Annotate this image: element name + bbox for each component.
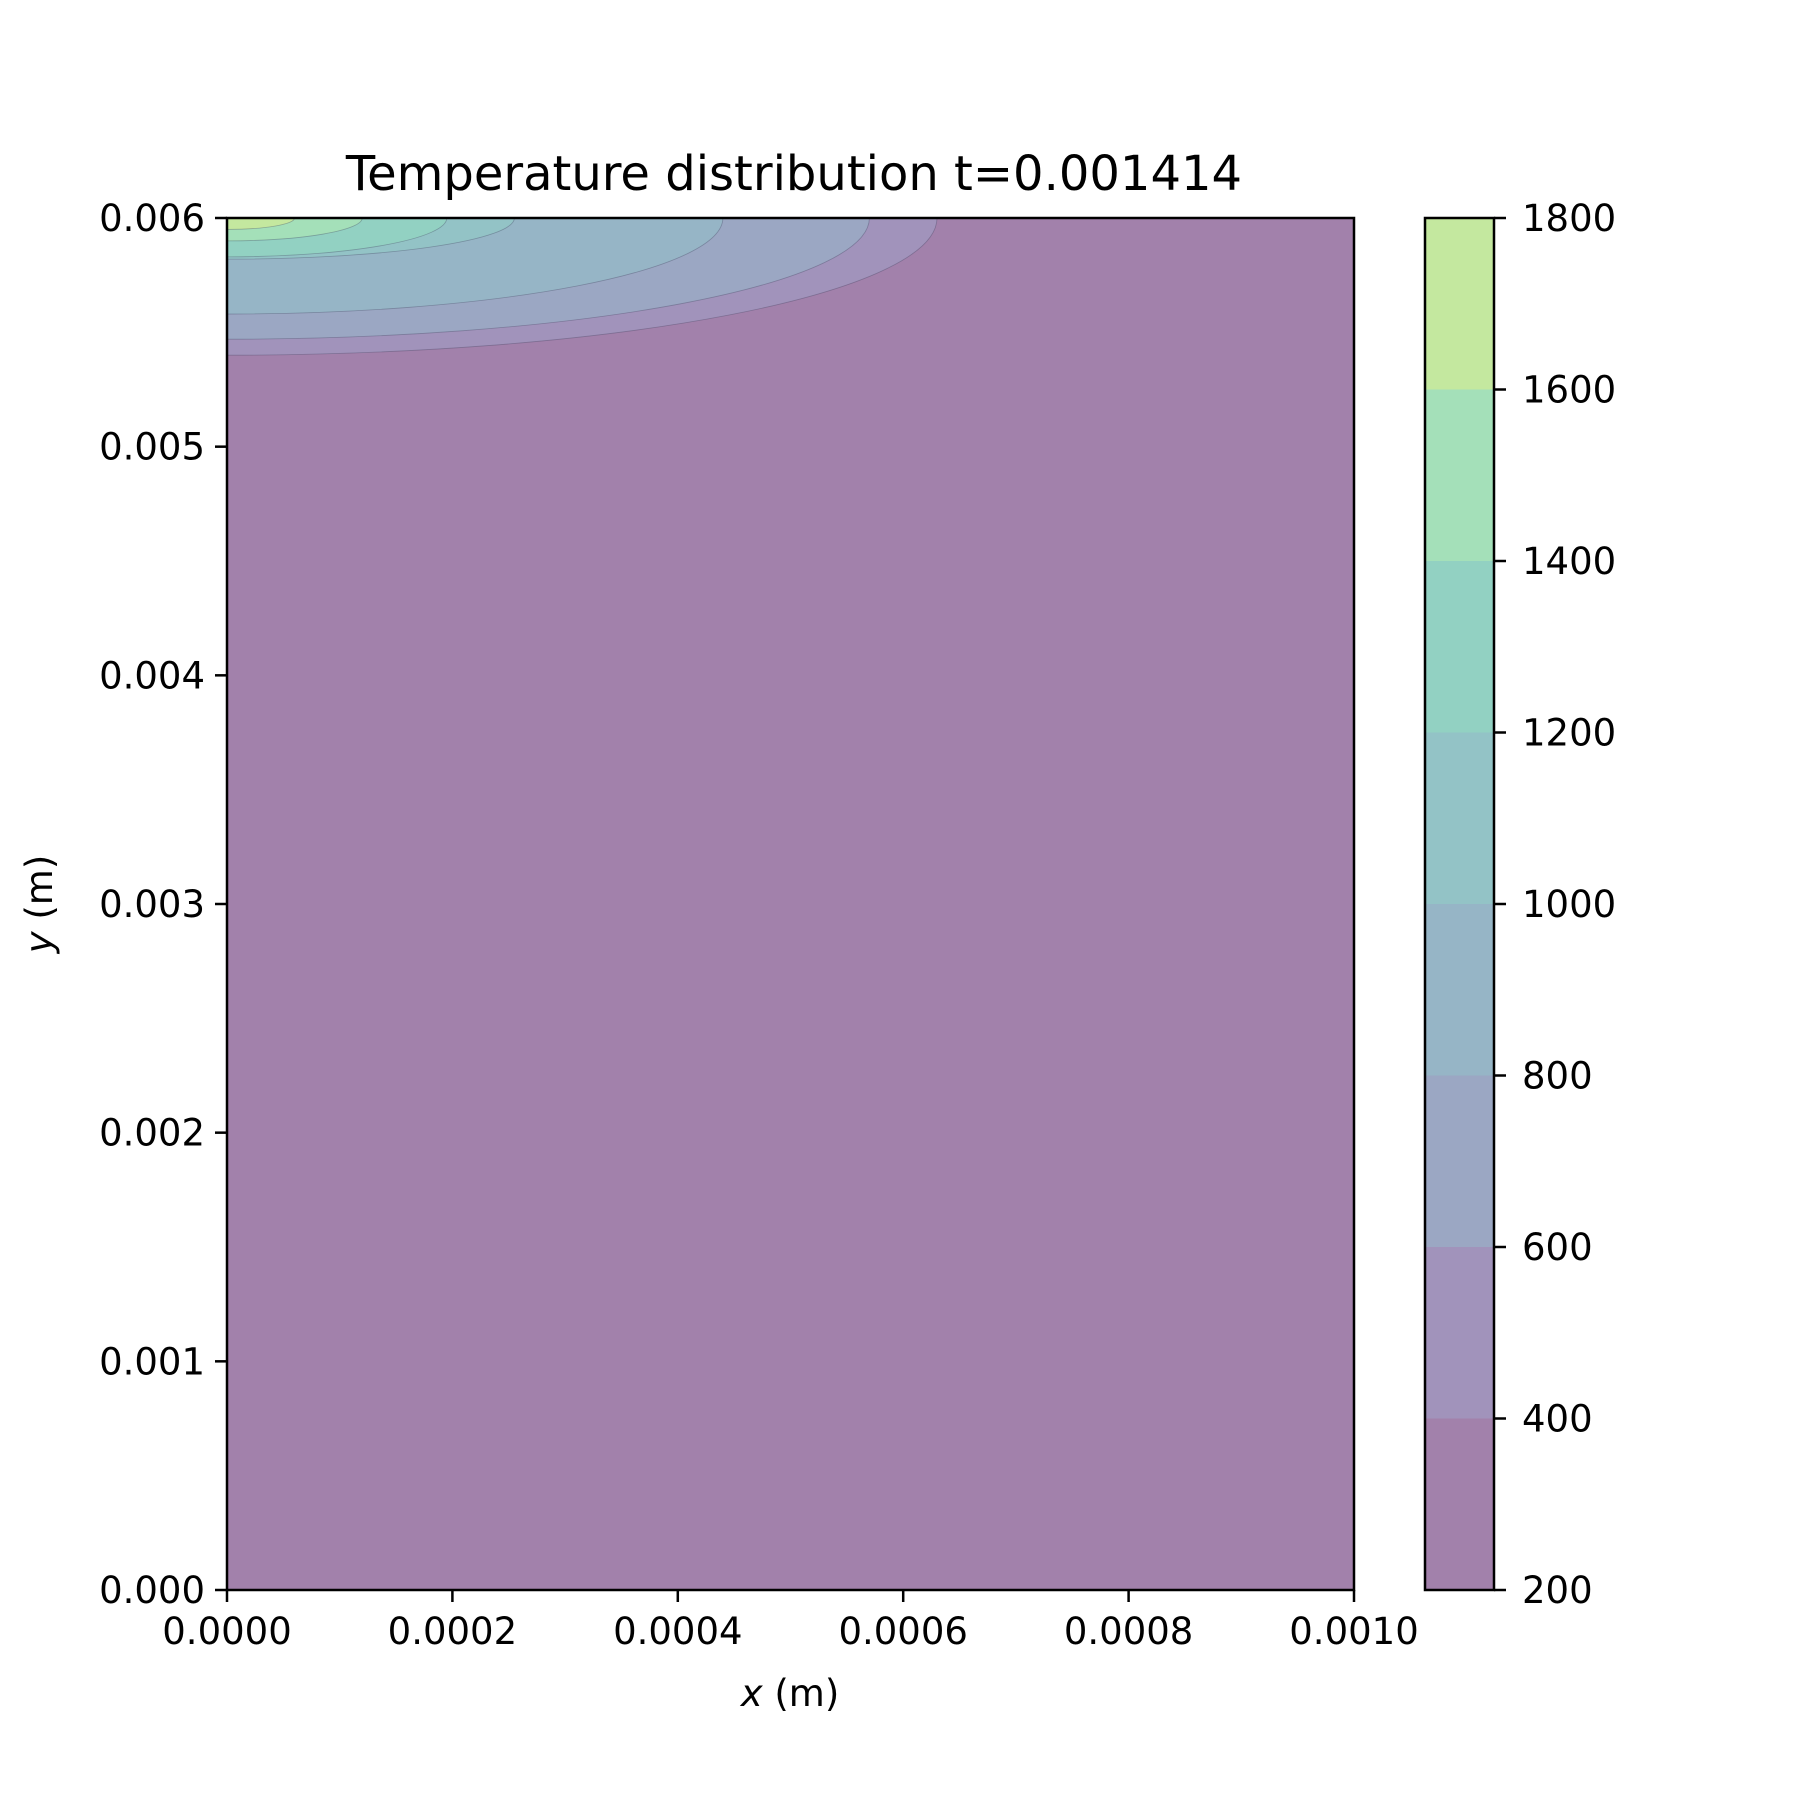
- colorbar-segment: [1425, 1075, 1494, 1247]
- colorbar-tick-label: 800: [1522, 1055, 1593, 1098]
- colorbar-tick-label: 1600: [1522, 369, 1616, 412]
- chart-title: Temperature distribution t=0.001414: [345, 146, 1242, 202]
- y-tick-label: 0.001: [99, 1340, 205, 1383]
- colorbar-segment: [1425, 904, 1494, 1076]
- colorbar-tick-label: 200: [1522, 1569, 1593, 1612]
- colorbar-tick-label: 400: [1522, 1398, 1593, 1441]
- contour-fills: [226, 217, 938, 356]
- colorbar-segment: [1425, 389, 1494, 561]
- x-axis-label-var: x: [740, 1672, 764, 1715]
- x-tick-label: 0.0004: [613, 1610, 742, 1653]
- colorbar-tick-label: 1000: [1522, 883, 1616, 926]
- x-tick-label: 0.0010: [1289, 1610, 1418, 1653]
- x-axis-label-unit: (m): [763, 1672, 840, 1715]
- x-tick-label: 0.0000: [162, 1610, 291, 1653]
- plot-background: [227, 218, 1354, 1590]
- x-tick-label: 0.0008: [1064, 1610, 1193, 1653]
- plot-area: [225, 216, 1356, 1592]
- colorbar-tick-label: 1200: [1522, 712, 1616, 755]
- x-axis-label: x (m): [740, 1672, 840, 1715]
- y-axis: 0.000 0.001 0.002 0.003 0.004 0.005 0.006: [99, 197, 227, 1612]
- colorbar-segment: [1425, 1247, 1494, 1419]
- x-tick-label: 0.0002: [388, 1610, 517, 1653]
- y-tick-label: 0.005: [99, 426, 205, 469]
- contour-level-1600: [226, 217, 296, 230]
- colorbar-tick-label: 1800: [1522, 197, 1616, 240]
- colorbar-segment: [1425, 732, 1494, 904]
- y-axis-label-var: y: [18, 930, 61, 954]
- colorbar-segment: [1425, 1418, 1494, 1590]
- y-tick-label: 0.006: [99, 197, 205, 240]
- y-axis-label: y (m): [18, 855, 61, 955]
- y-tick-label: 0.004: [99, 654, 205, 697]
- x-tick-label: 0.0006: [838, 1610, 967, 1653]
- y-tick-label: 0.002: [99, 1112, 205, 1155]
- colorbar: 200 400 600 800 1000 1200 1400 1600 1800: [1423, 197, 1616, 1612]
- x-axis: 0.0000 0.0002 0.0004 0.0006 0.0008 0.0010: [162, 1590, 1419, 1653]
- y-tick-label: 0.000: [99, 1569, 205, 1612]
- colorbar-tick-label: 600: [1522, 1226, 1593, 1269]
- y-axis-label-unit: (m): [18, 855, 61, 932]
- colorbar-segment: [1425, 561, 1494, 733]
- y-tick-label: 0.003: [99, 883, 205, 926]
- colorbar-segment: [1425, 218, 1494, 390]
- colorbar-tick-label: 1400: [1522, 540, 1616, 583]
